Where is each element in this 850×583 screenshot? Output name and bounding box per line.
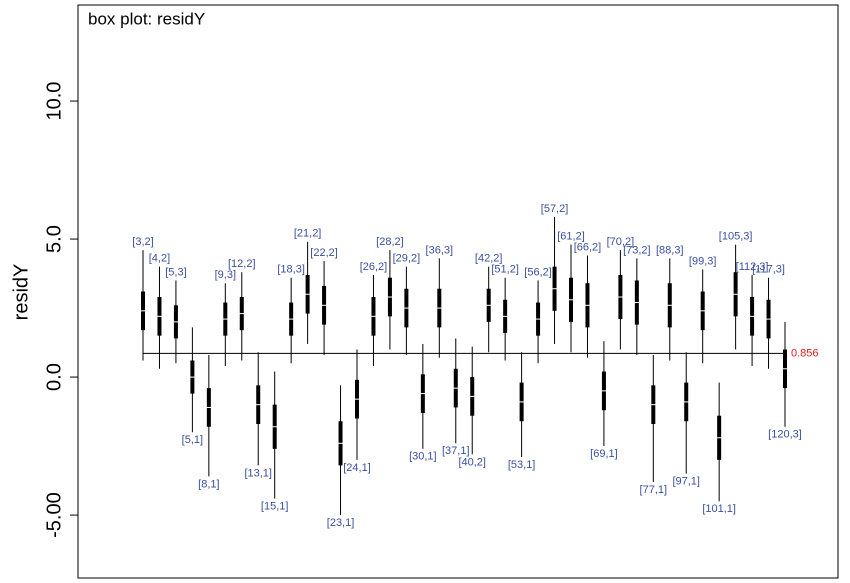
y-axis-label: residY	[10, 264, 32, 321]
box-label: [61,2]	[557, 230, 585, 242]
box-label: [105,3]	[719, 230, 753, 242]
box-label: [23,1]	[327, 517, 355, 529]
box-label: [12,2]	[228, 258, 256, 270]
reference-label: 0.856	[791, 347, 819, 359]
y-tick-label: 10.0	[43, 82, 65, 121]
box-label: [9,3]	[215, 269, 236, 281]
box-label: [8,1]	[198, 478, 219, 490]
chart-title: box plot: residY	[88, 9, 205, 28]
box-label: [28,2]	[376, 236, 404, 248]
box-label: [36,3]	[426, 244, 454, 256]
box-label: [24,1]	[343, 462, 371, 474]
box-label: [112,3]	[736, 261, 769, 273]
y-tick-label: 5.0	[43, 225, 65, 253]
box-label: [99,3]	[689, 255, 717, 267]
box-label: [15,1]	[261, 500, 289, 512]
box-label: [18,3]	[277, 264, 305, 276]
box-label: [29,2]	[393, 253, 421, 265]
box-label: [40,2]	[458, 456, 486, 468]
box-label: [37,1]	[442, 445, 470, 457]
box-label: [30,1]	[409, 451, 437, 463]
plot-frame	[77, 4, 839, 579]
box-label: [101,1]	[702, 503, 736, 515]
box-label: [3,2]	[132, 236, 153, 248]
box-label: [66,2]	[574, 242, 602, 254]
box-label: [117,3]	[752, 264, 785, 276]
box-label: [4,2]	[149, 253, 170, 265]
box-label: [42,2]	[475, 253, 503, 265]
box-label: [5,3]	[165, 266, 186, 278]
box-label: [73,2]	[623, 244, 651, 256]
box-label: [5,1]	[182, 434, 203, 446]
box-label: [13,1]	[244, 467, 272, 479]
box-label: [56,2]	[524, 266, 552, 278]
box-label: [22,2]	[310, 247, 338, 259]
box-label: [53,1]	[508, 459, 536, 471]
box-label: [70,2]	[607, 236, 635, 248]
box-label: [120,3]	[768, 429, 802, 441]
box-label: [26,2]	[360, 261, 388, 273]
box-label: [77,1]	[640, 484, 668, 496]
box-label: [88,3]	[656, 244, 684, 256]
box-label: [69,1]	[590, 448, 618, 460]
box-label: [57,2]	[541, 203, 569, 215]
y-tick-label: -5.00	[43, 492, 65, 538]
box-label: [21,2]	[294, 228, 322, 240]
y-tick-label: 0.0	[43, 363, 65, 391]
box-label: [51,2]	[491, 264, 519, 276]
box-label: [97,1]	[672, 476, 700, 488]
